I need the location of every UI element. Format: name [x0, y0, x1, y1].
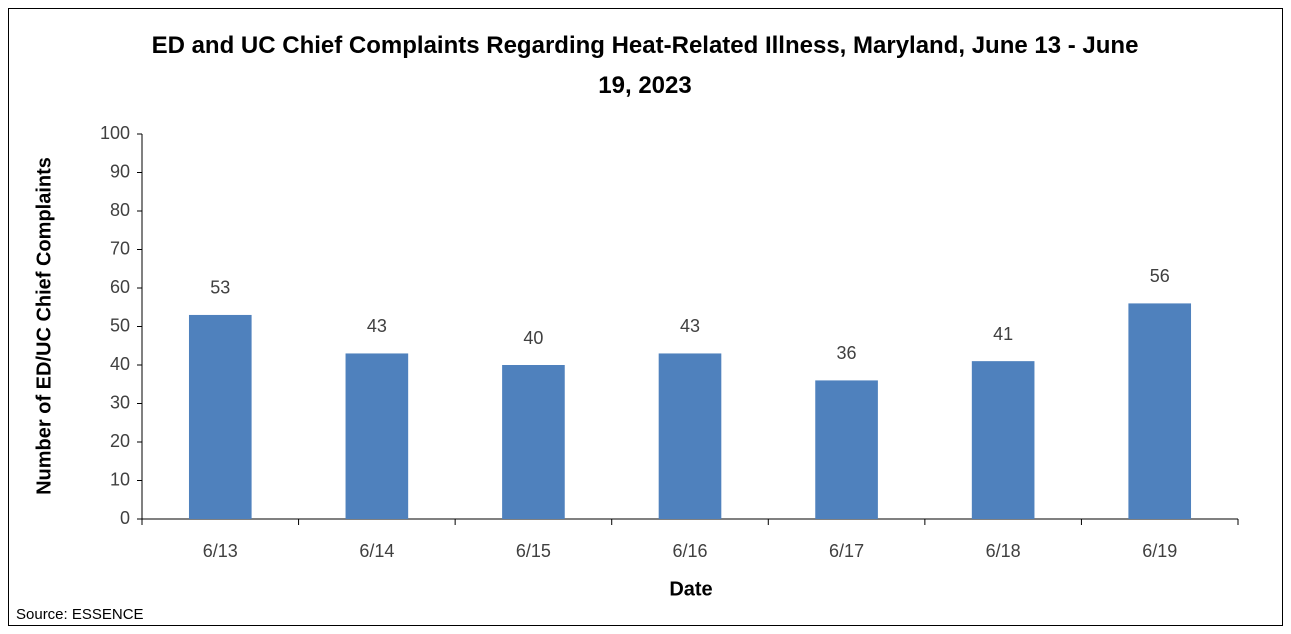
x-tick-label: 6/14 [359, 541, 394, 561]
data-label: 56 [1150, 266, 1170, 286]
data-label: 41 [993, 324, 1013, 344]
y-tick-label: 80 [110, 200, 130, 220]
bar [815, 380, 878, 519]
y-tick-label: 50 [110, 315, 130, 335]
y-axis-label: Number of ED/UC Chief Complaints [33, 157, 55, 495]
bar [1128, 303, 1192, 519]
data-label: 43 [680, 316, 700, 336]
data-label: 36 [837, 343, 857, 363]
y-tick-label: 100 [100, 123, 130, 143]
x-tick-label: 6/18 [986, 541, 1021, 561]
x-tick-label: 6/19 [1142, 541, 1177, 561]
x-tick-label: 6/15 [516, 541, 551, 561]
y-tick-label: 10 [110, 469, 130, 489]
bar [188, 314, 252, 519]
y-tick-label: 60 [110, 277, 130, 297]
chart-border [8, 8, 1283, 626]
y-tick-label: 30 [110, 392, 130, 412]
chart-title: ED and UC Chief Complaints Regarding Hea… [151, 32, 1139, 99]
data-label: 43 [367, 316, 387, 336]
bar [502, 365, 565, 519]
data-label: 40 [523, 328, 543, 348]
y-tick-label: 90 [110, 161, 130, 181]
bar [658, 353, 722, 519]
x-tick-label: 6/16 [672, 541, 707, 561]
bar [345, 353, 409, 519]
data-label: 53 [210, 278, 230, 298]
x-tick-label: 6/13 [203, 541, 238, 561]
y-tick-label: 20 [110, 431, 130, 451]
bar [971, 361, 1035, 519]
y-tick-label: 40 [110, 354, 130, 374]
y-tick-label: 0 [120, 508, 130, 528]
y-tick-label: 70 [110, 238, 130, 258]
x-axis-label: Date [669, 578, 712, 600]
source-note: Source: ESSENCE [16, 606, 144, 623]
x-tick-label: 6/17 [829, 541, 864, 561]
